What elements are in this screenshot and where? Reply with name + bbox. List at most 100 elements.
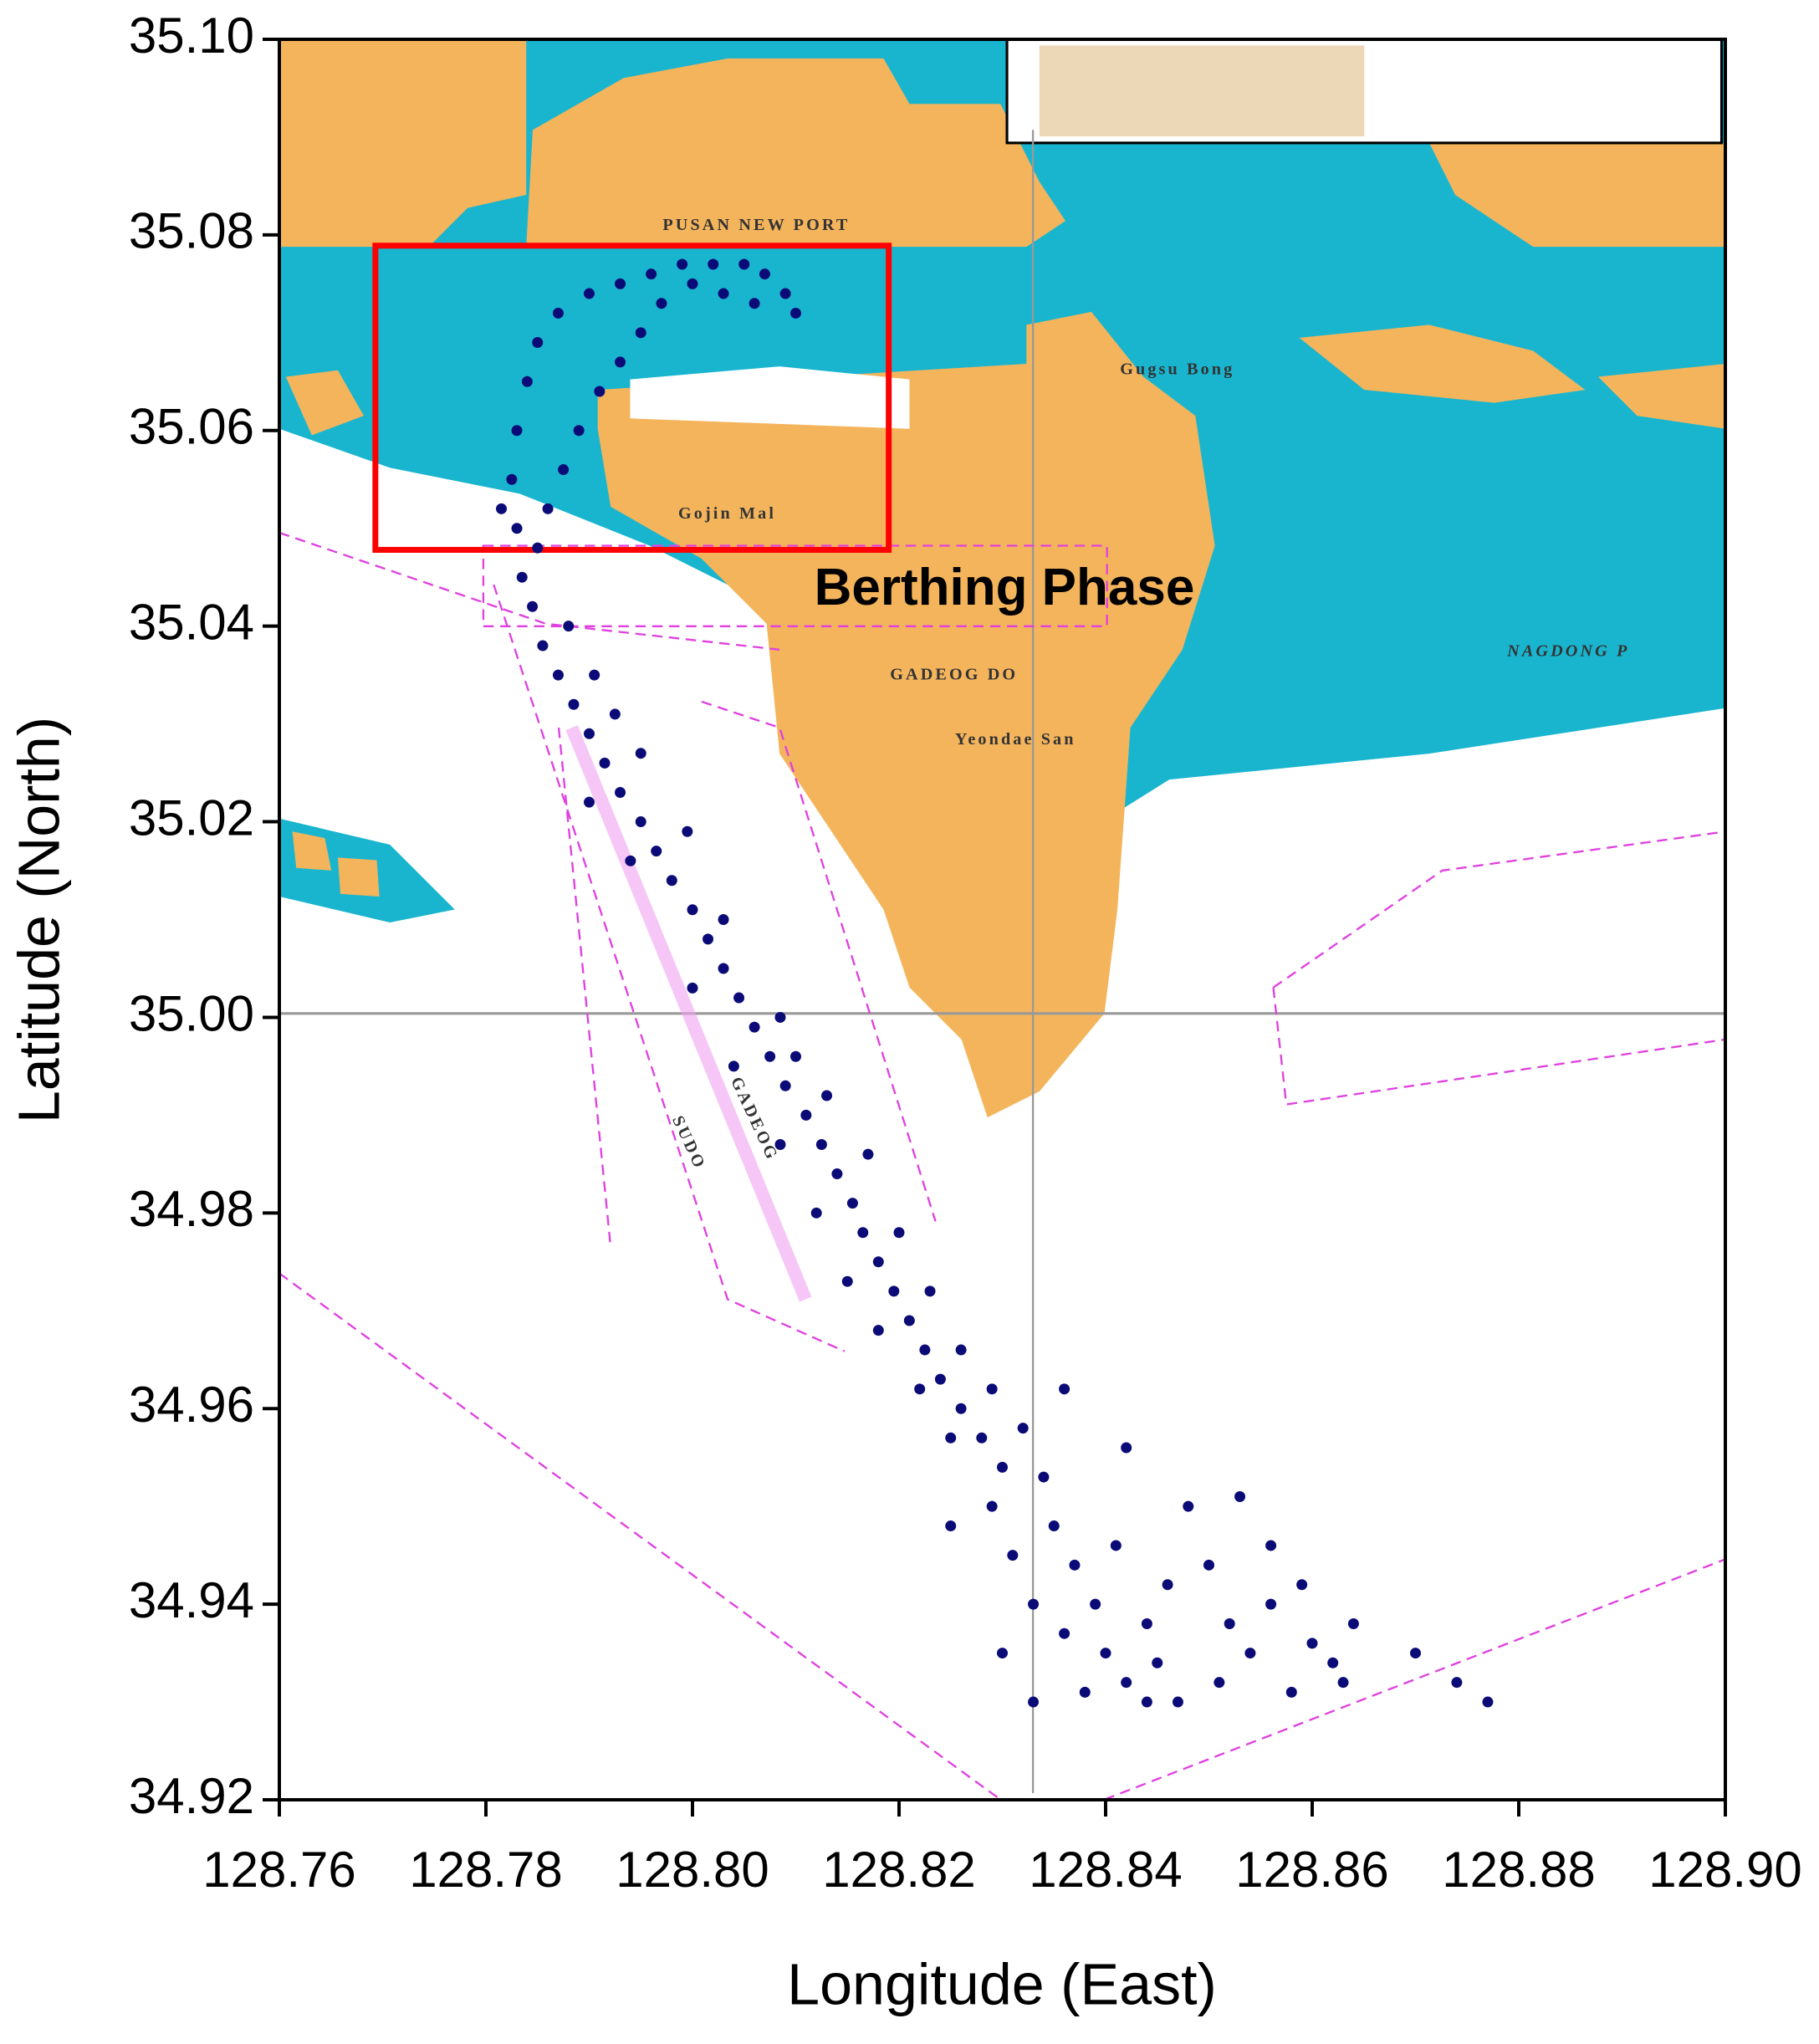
map-label: NAGDONG P bbox=[1506, 642, 1629, 661]
scatter-point bbox=[656, 298, 667, 309]
scatter-point bbox=[846, 1198, 858, 1209]
y-tick-label: 34.92 bbox=[129, 1768, 254, 1824]
scatter-point bbox=[976, 1432, 988, 1444]
scatter-point bbox=[955, 1344, 967, 1356]
scatter-point bbox=[934, 1373, 946, 1385]
scatter-point bbox=[749, 1021, 760, 1033]
scatter-point bbox=[687, 278, 698, 289]
scatter-point bbox=[815, 1138, 827, 1150]
scatter-point bbox=[1482, 1696, 1494, 1708]
scatter-point bbox=[625, 855, 636, 866]
scatter-point bbox=[1079, 1686, 1091, 1698]
scatter-point bbox=[651, 846, 662, 857]
map-label: Gojin Mal bbox=[678, 504, 776, 523]
scatter-point bbox=[1183, 1500, 1194, 1512]
scatter-point bbox=[790, 307, 801, 319]
x-tick-label: 128.90 bbox=[1648, 1842, 1802, 1898]
scatter-point bbox=[677, 258, 688, 270]
scatter-point bbox=[506, 473, 518, 485]
scatter-point bbox=[615, 278, 626, 289]
scatter-point bbox=[774, 1011, 786, 1023]
scatter-point bbox=[532, 337, 544, 349]
x-tick-label: 128.88 bbox=[1442, 1842, 1596, 1898]
scatter-point bbox=[573, 425, 585, 437]
scatter-point bbox=[1306, 1638, 1318, 1649]
scatter-point bbox=[914, 1383, 926, 1395]
scatter-point bbox=[779, 1080, 791, 1091]
scatter-point bbox=[527, 600, 539, 612]
scatter-point bbox=[779, 288, 791, 299]
scatter-point bbox=[1028, 1696, 1040, 1708]
scatter-point bbox=[718, 288, 729, 299]
scatter-point bbox=[521, 376, 533, 387]
scatter-point bbox=[919, 1344, 931, 1356]
scatter-point bbox=[893, 1227, 905, 1239]
scatter-point bbox=[888, 1285, 900, 1297]
scatter-point bbox=[511, 523, 523, 534]
scatter-point bbox=[718, 963, 729, 974]
y-tick-label: 35.04 bbox=[129, 595, 254, 651]
highlight-box bbox=[372, 243, 892, 553]
scatter-point bbox=[1244, 1648, 1256, 1659]
scatter-point bbox=[774, 1138, 786, 1150]
scatter-point bbox=[1172, 1696, 1183, 1708]
y-tick-label: 35.06 bbox=[129, 399, 254, 455]
scatter-point bbox=[821, 1090, 833, 1101]
scatter-point bbox=[1337, 1677, 1349, 1689]
x-tick-label: 128.82 bbox=[822, 1842, 976, 1898]
scatter-point bbox=[1141, 1696, 1152, 1708]
x-axis-title: Longitude (East) bbox=[787, 1951, 1217, 2016]
scatter-point bbox=[1265, 1598, 1277, 1610]
scatter-point bbox=[516, 571, 528, 583]
scatter-point bbox=[1347, 1618, 1359, 1629]
scatter-point bbox=[1121, 1442, 1132, 1454]
scatter-point bbox=[790, 1050, 801, 1062]
plot-frame bbox=[278, 38, 1727, 1801]
scatter-point bbox=[728, 1060, 739, 1072]
scatter-point bbox=[1090, 1598, 1101, 1610]
scatter-point bbox=[1017, 1423, 1029, 1434]
scatter-point bbox=[986, 1500, 998, 1512]
scatter-point bbox=[635, 327, 646, 339]
scatter-point bbox=[718, 914, 729, 925]
map-background: PUSAN NEW PORT GADEOG DO NAGDONG P Gugsu… bbox=[279, 39, 1725, 1800]
scatter-point bbox=[1028, 1598, 1040, 1610]
scatter-point bbox=[563, 621, 575, 632]
scatter-point bbox=[635, 748, 646, 759]
scatter-point bbox=[682, 825, 693, 837]
scatter-point bbox=[997, 1648, 1008, 1659]
scatter-point bbox=[1410, 1648, 1421, 1659]
scatter-point bbox=[708, 258, 719, 270]
x-tick-label: 128.76 bbox=[202, 1842, 356, 1898]
scatter-point bbox=[687, 982, 698, 994]
scatter-point bbox=[857, 1227, 869, 1239]
scatter-point bbox=[1048, 1520, 1060, 1532]
scatter-point bbox=[872, 1325, 884, 1336]
scatter-point bbox=[1141, 1618, 1152, 1629]
scatter-point bbox=[1234, 1490, 1246, 1502]
scatter-point bbox=[1214, 1677, 1225, 1689]
map-label: PUSAN NEW PORT bbox=[662, 216, 850, 234]
y-tick-label: 35.02 bbox=[129, 789, 254, 846]
scatter-point bbox=[1110, 1540, 1122, 1551]
scatter-point bbox=[568, 698, 580, 710]
scatter-point bbox=[1069, 1559, 1081, 1571]
scatter-point bbox=[841, 1275, 853, 1287]
scatter-point bbox=[594, 386, 605, 397]
y-tick-label: 34.98 bbox=[129, 1181, 254, 1237]
scatter-point bbox=[997, 1461, 1008, 1473]
scatter-point bbox=[1059, 1383, 1070, 1395]
y-tick-label: 35.00 bbox=[129, 985, 254, 1041]
scatter-point bbox=[558, 464, 570, 476]
map-label: Gugsu Bong bbox=[1120, 360, 1234, 378]
y-axis-title: Latitude (North) bbox=[6, 717, 71, 1123]
scatter-point bbox=[1296, 1579, 1308, 1591]
y-tick-label: 35.08 bbox=[129, 203, 254, 259]
scatter-point bbox=[955, 1403, 967, 1414]
scatter-point bbox=[1224, 1618, 1235, 1629]
scatter-point bbox=[666, 875, 677, 887]
scatter-point bbox=[646, 268, 657, 280]
scatter-point bbox=[687, 904, 698, 916]
y-tick-label: 35.10 bbox=[129, 8, 254, 64]
